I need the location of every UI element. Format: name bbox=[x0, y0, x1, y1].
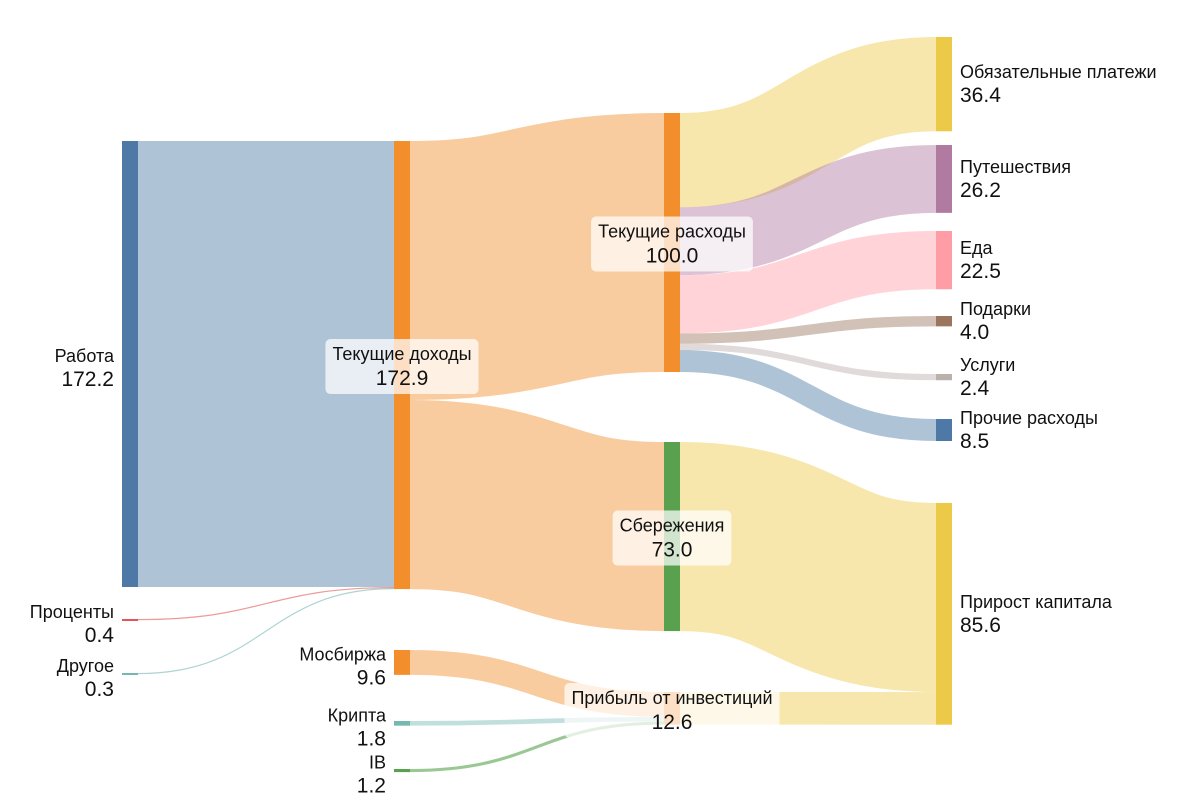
label-box-invprofit: Прибыль от инвестиций 12.6 bbox=[564, 683, 780, 738]
label-bg-expenses bbox=[591, 216, 753, 272]
value-work: 172.2 bbox=[61, 368, 114, 391]
node-food[interactable] bbox=[936, 231, 952, 290]
link-expenses-services bbox=[679, 343, 937, 381]
label-expenses: Текущие расходы bbox=[598, 222, 746, 242]
value-interest: 0.4 bbox=[85, 624, 115, 647]
label-bg-income bbox=[325, 339, 479, 395]
link-interest-income bbox=[137, 586, 395, 621]
value-expenses: 100.0 bbox=[646, 245, 699, 268]
label-otherexp: Прочие расходы bbox=[960, 408, 1098, 428]
value-ib: 1.2 bbox=[357, 775, 386, 798]
value-capital: 85.6 bbox=[960, 614, 1001, 637]
value-mandatory: 36.4 bbox=[960, 84, 1001, 107]
label-other: Другое bbox=[57, 656, 114, 676]
label-bg-invprofit bbox=[564, 683, 780, 738]
label-box-expenses: Текущие расходы 100.0 bbox=[591, 216, 753, 272]
node-gifts[interactable] bbox=[936, 316, 952, 327]
node-interest[interactable] bbox=[122, 619, 138, 621]
node-moex[interactable] bbox=[394, 650, 410, 675]
links-layer bbox=[137, 37, 939, 773]
label-ib: IB bbox=[369, 753, 386, 773]
label-food: Еда bbox=[960, 238, 994, 258]
value-moex: 9.6 bbox=[357, 666, 386, 689]
value-gifts: 4.0 bbox=[960, 321, 989, 344]
label-gifts: Подарки bbox=[960, 299, 1031, 319]
link-other-income bbox=[137, 588, 395, 675]
label-services: Услуги bbox=[960, 355, 1015, 375]
value-food: 22.5 bbox=[960, 260, 1001, 283]
value-income: 172.9 bbox=[376, 367, 429, 390]
label-crypto: Крипта bbox=[328, 705, 387, 725]
label-mandatory: Обязательные платежи bbox=[960, 62, 1157, 82]
value-other: 0.3 bbox=[85, 678, 114, 701]
node-capital[interactable] bbox=[936, 503, 952, 725]
node-otherexp[interactable] bbox=[936, 419, 952, 442]
label-box-income: Текущие доходы 172.9 bbox=[325, 339, 479, 395]
link-expenses-gifts bbox=[679, 316, 937, 344]
node-ib[interactable] bbox=[394, 769, 410, 773]
value-otherexp: 8.5 bbox=[960, 430, 989, 453]
value-crypto: 1.8 bbox=[357, 727, 386, 750]
label-invprofit: Прибыль от инвестиций bbox=[571, 688, 772, 708]
value-services: 2.4 bbox=[960, 377, 990, 400]
link-expenses-mandatory bbox=[678, 37, 938, 208]
label-capital: Прирост капитала bbox=[960, 592, 1113, 612]
node-mandatory[interactable] bbox=[936, 37, 952, 132]
label-travel: Путешествия bbox=[960, 157, 1071, 177]
node-crypto[interactable] bbox=[394, 721, 410, 726]
value-travel: 26.2 bbox=[960, 179, 1001, 202]
label-interest: Проценты bbox=[30, 602, 114, 622]
node-work[interactable] bbox=[122, 141, 138, 587]
label-bg-savings bbox=[612, 510, 732, 566]
value-savings: 73.0 bbox=[652, 539, 693, 562]
node-travel[interactable] bbox=[936, 145, 952, 213]
node-services[interactable] bbox=[936, 374, 952, 381]
label-income: Текущие доходы bbox=[332, 344, 471, 364]
node-other[interactable] bbox=[122, 673, 138, 675]
label-box-savings: Сбережения 73.0 bbox=[612, 510, 732, 566]
link-expenses-food bbox=[679, 231, 937, 334]
value-invprofit: 12.6 bbox=[652, 711, 693, 734]
label-moex: Мосбиржа bbox=[299, 644, 387, 664]
label-savings: Сбережения bbox=[620, 516, 725, 536]
link-expenses-otherexp bbox=[679, 349, 937, 442]
label-work: Работа bbox=[55, 346, 115, 366]
